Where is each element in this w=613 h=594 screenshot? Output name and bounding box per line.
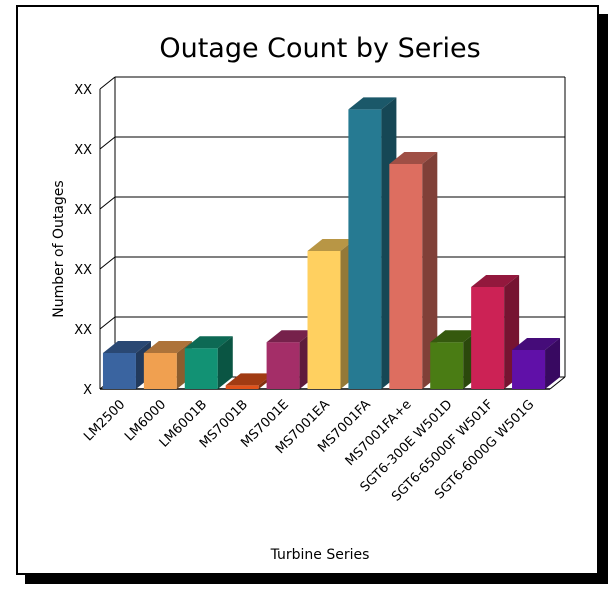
bar-front [225,385,259,389]
bar-top [471,275,520,287]
bar-top [102,341,151,353]
y-tick-label: XX [74,143,92,158]
bar [430,330,479,389]
y-axis-label: Number of Outages [51,180,67,317]
chart-frame: X XX XX XX XX XX LM2500 LM6000 LM6001B MS7001B MS7… [16,5,599,575]
bar-top [266,330,315,343]
bar [184,336,233,389]
bar [225,373,274,389]
gridline-side [99,76,116,90]
y-tick-label: XX [74,263,92,278]
bar-side [545,338,561,389]
bar [389,152,438,389]
x-axis-label: Turbine Series [270,547,370,563]
bars-layer [102,97,561,390]
bar-front [184,348,218,389]
bar [143,341,192,389]
y-tick-label: X [83,383,92,398]
bar-top [184,336,233,349]
bar-top [348,97,397,110]
bar-top [512,338,561,350]
floor-right-edge [549,376,566,390]
bar [266,330,315,389]
y-tick-label: XX [74,323,92,338]
gridline-side [99,256,116,270]
x-tick-label: LM2500 [81,397,128,444]
bar-chart: XXXXXXXXXXXLM2500LM6000LM6001BMS7001BMS7… [51,33,566,563]
y-tick-label: XX [74,83,92,98]
bar [512,338,561,389]
bar [471,275,520,389]
bar-front [348,109,382,390]
bar-front [266,342,300,389]
bar [307,239,356,389]
bar-front [307,251,341,389]
bar-front [143,353,177,389]
bar-top [389,152,438,164]
chart-title: Outage Count by Series [159,33,480,64]
bar-top [430,330,479,343]
bar-front [102,353,136,389]
bar-front [430,342,464,389]
bar-front [512,350,546,389]
bar-top [225,373,274,386]
bar-top [143,341,192,353]
bar-side [217,336,233,389]
bar [348,97,397,390]
gridline-side [99,196,116,210]
bar-front [389,164,423,389]
y-tick-label: XX [74,203,92,218]
gridline-side [99,136,116,150]
bar-top [307,239,356,251]
gridline-side [99,316,116,330]
labels-layer: XXXXXXXXXXXLM2500LM6000LM6001BMS7001BMS7… [74,83,537,505]
bar [102,341,151,389]
bar-side [422,152,438,389]
bar-front [471,287,505,389]
